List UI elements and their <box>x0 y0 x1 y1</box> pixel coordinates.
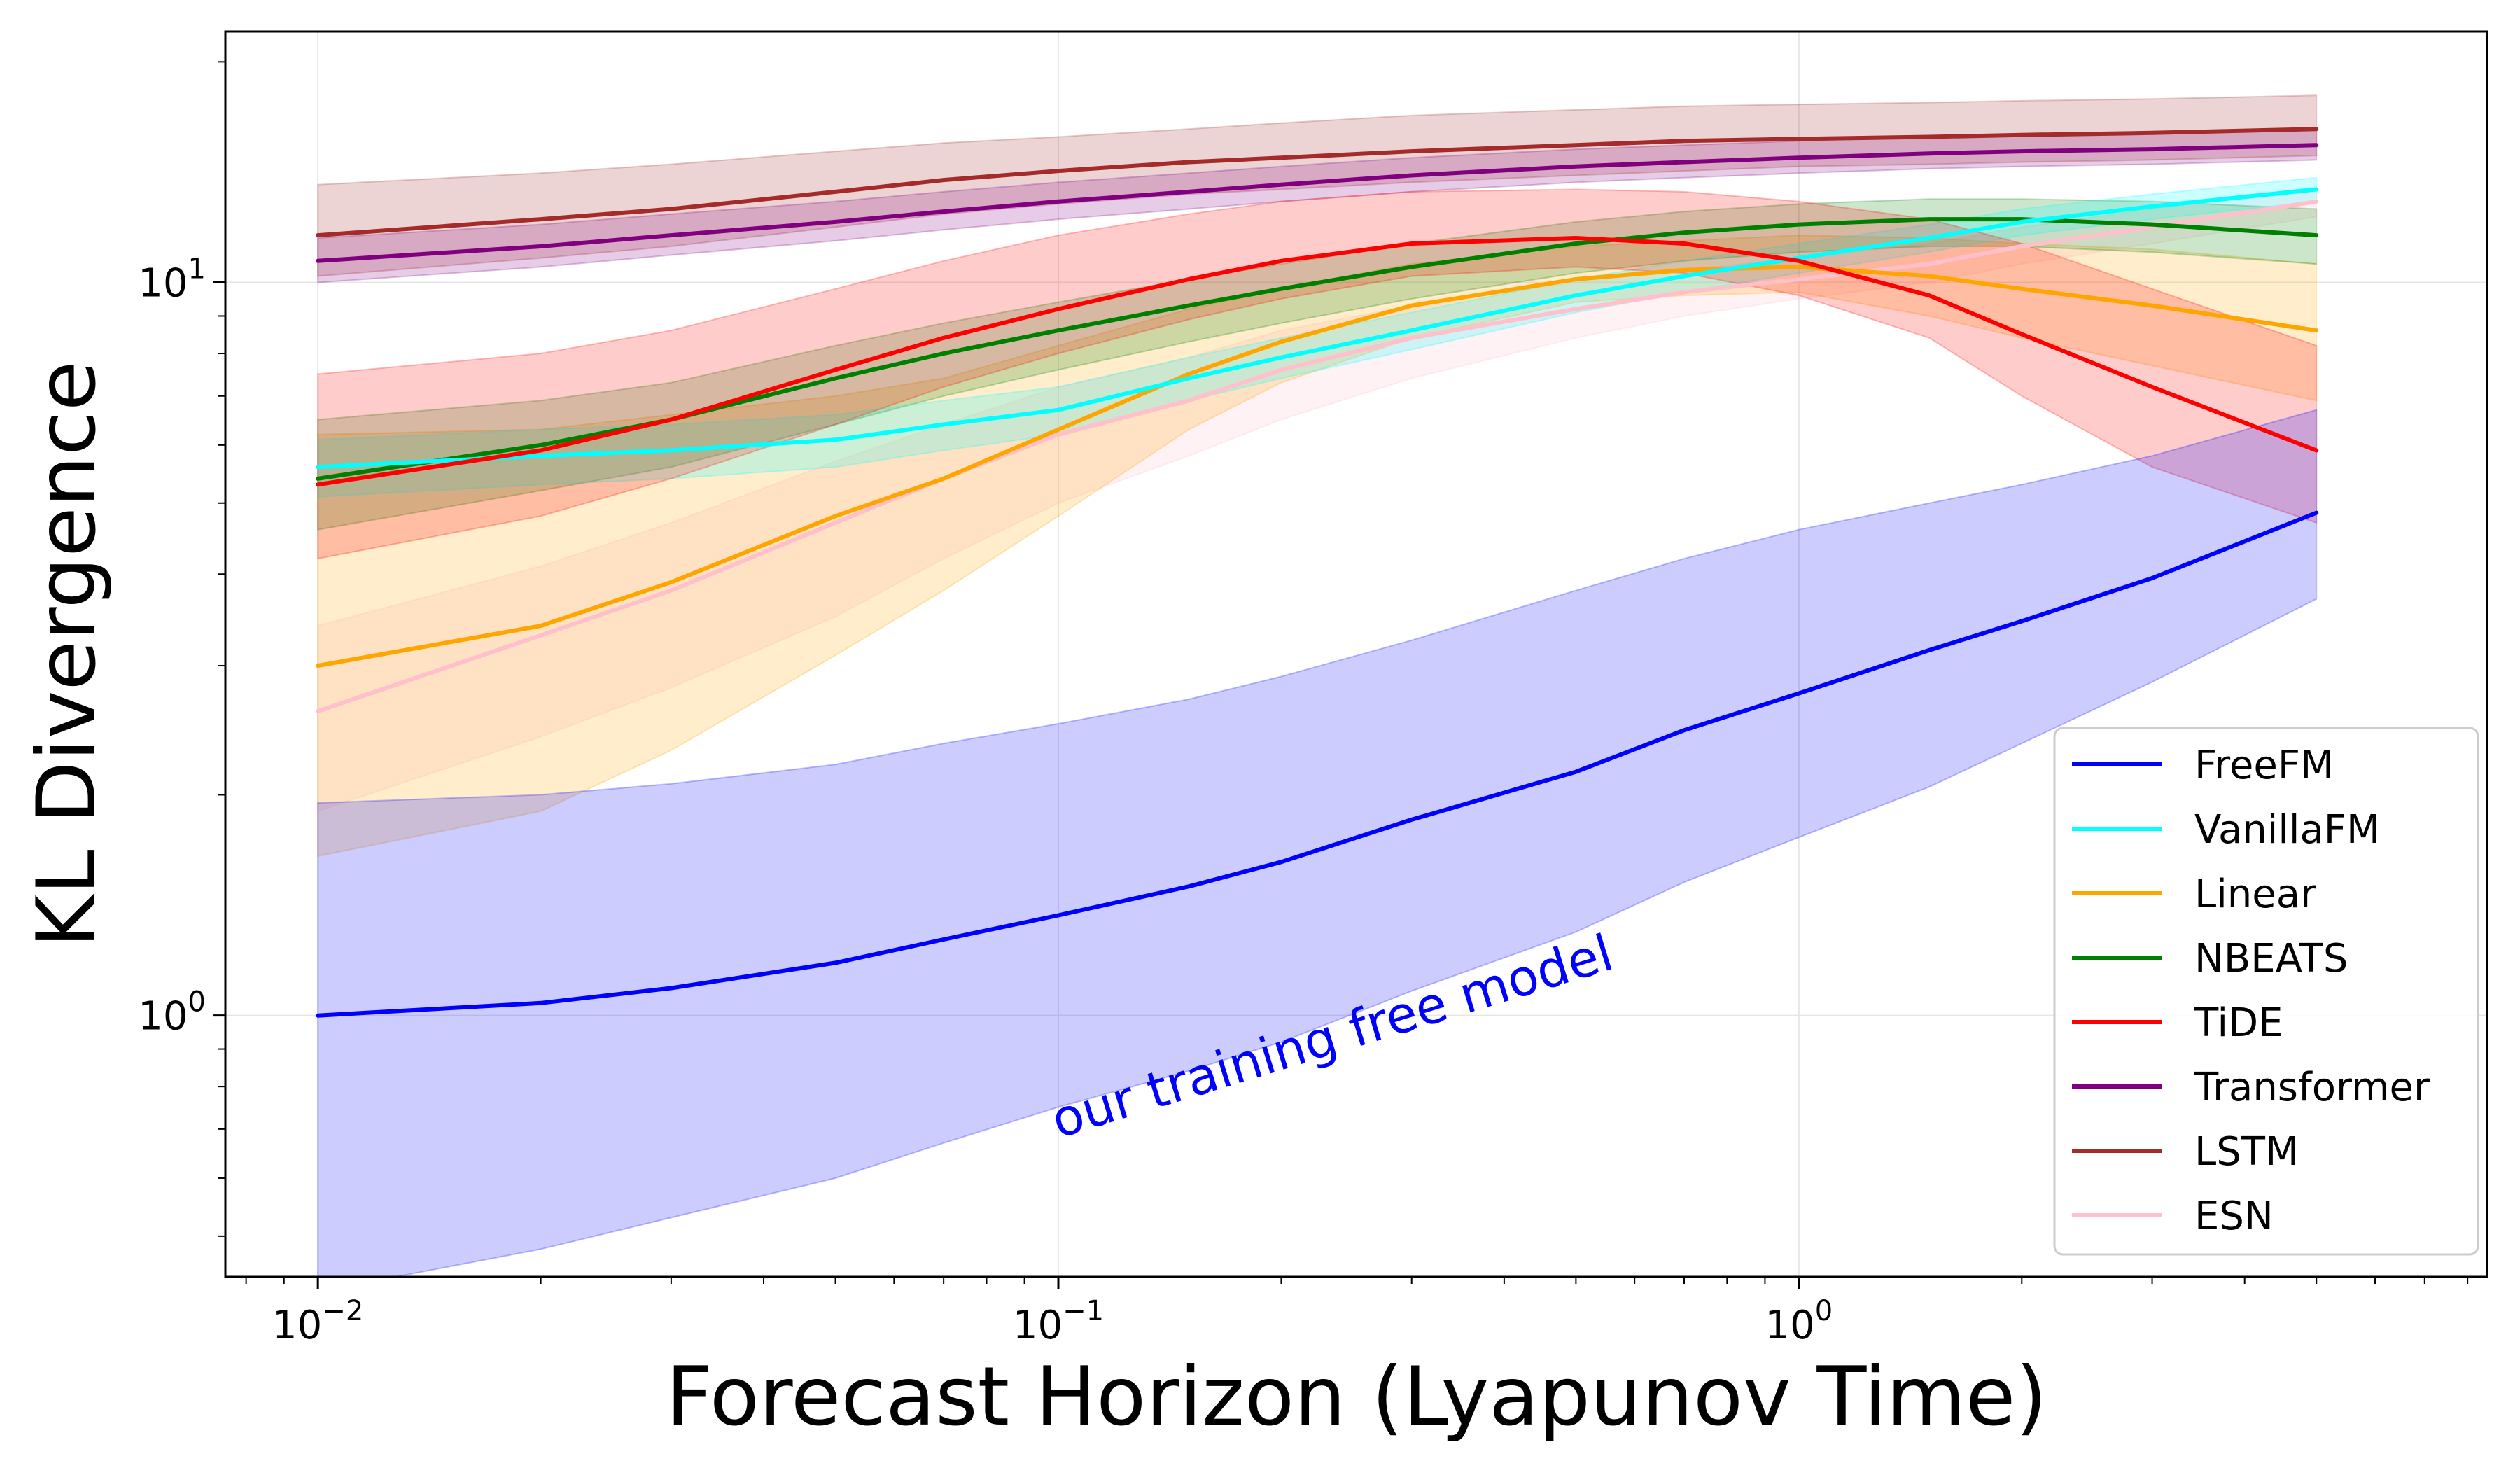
band-freefm <box>317 409 2318 1277</box>
legend-label-transformer: Transformer <box>2194 1065 2430 1110</box>
legend-label-nbeats: NBEATS <box>2194 936 2348 981</box>
x-axis-title: Forecast Horizon (Lyapunov Time) <box>666 1350 2047 1444</box>
band-tide <box>317 188 2318 560</box>
band-transformer <box>317 128 2318 284</box>
x-tick-label: 100 <box>1765 1295 1833 1348</box>
y-tick-label: 101 <box>138 253 206 307</box>
legend-label-freefm: FreeFM <box>2194 743 2334 788</box>
line-vanillafm <box>316 187 2319 470</box>
band-esn <box>317 186 2318 813</box>
line-linear <box>316 265 2319 668</box>
line-nbeats <box>316 217 2319 481</box>
legend: FreeFM VanillaFM Linear NBEATS TiDE Transform… <box>2053 727 2479 1256</box>
y-tick-label: 100 <box>138 986 206 1040</box>
plot-frame <box>224 30 2488 1278</box>
x-tick-label: 10−1 <box>1013 1295 1104 1348</box>
axis-ticks: 10−2 10−1 100 100 101 <box>138 61 2469 1348</box>
legend-label-linear: Linear <box>2194 872 2317 917</box>
line-transformer <box>316 143 2319 263</box>
legend-label-lstm: LSTM <box>2194 1129 2299 1175</box>
line-esn <box>316 199 2319 714</box>
line-tide <box>316 236 2319 487</box>
legend-label-tide: TiDE <box>2194 1000 2283 1046</box>
x-tick-label: 10−2 <box>272 1295 363 1348</box>
y-axis-title: KL Divergence <box>20 361 114 948</box>
line-lstm <box>316 127 2319 238</box>
legend-box <box>2053 727 2479 1256</box>
series-lines <box>316 127 2319 1018</box>
legend-label-esn: ESN <box>2194 1194 2274 1239</box>
line-freefm <box>316 510 2319 1018</box>
legend-label-vanillafm: VanillaFM <box>2194 807 2380 853</box>
confidence-bands <box>317 94 2318 1277</box>
